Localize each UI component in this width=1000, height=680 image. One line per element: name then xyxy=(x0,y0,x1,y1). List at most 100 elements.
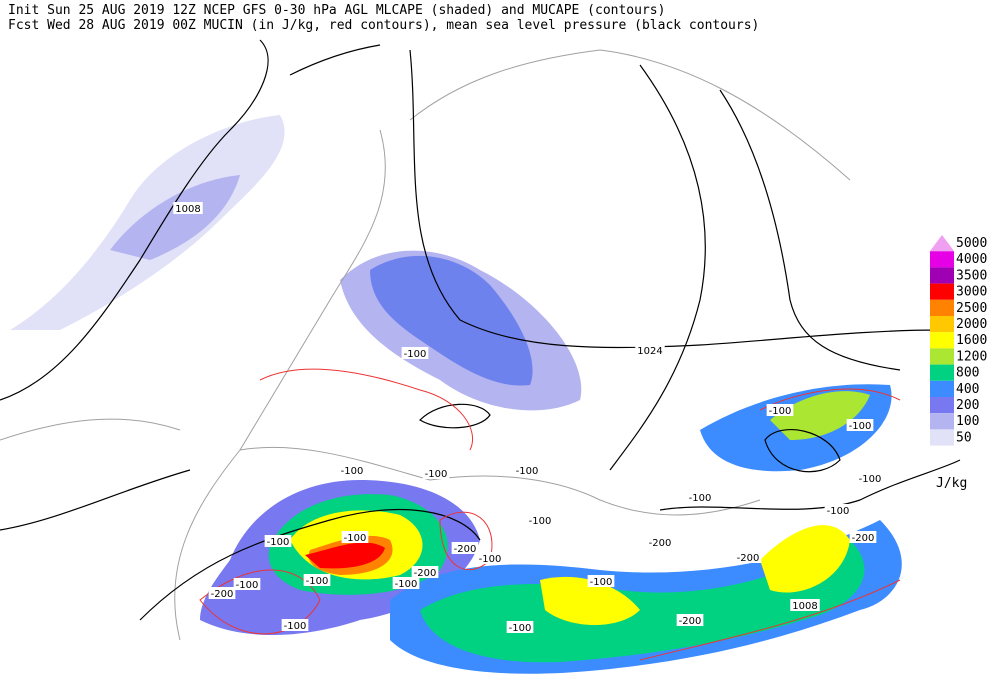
contour-label: -100 xyxy=(509,623,532,634)
contour-label-box xyxy=(526,514,554,526)
legend-label: 3000 xyxy=(956,285,987,300)
contour-label: -100 xyxy=(425,469,448,480)
contour-label-box xyxy=(208,587,236,599)
legend-label: 5000 xyxy=(956,236,987,251)
contour-label-box xyxy=(451,542,479,554)
contour-label: -100 xyxy=(827,506,850,517)
contour-label: -100 xyxy=(529,516,552,527)
contour-label-box xyxy=(281,619,309,631)
isobar xyxy=(609,64,706,471)
legend-label: 800 xyxy=(956,366,979,381)
legend-label: 50 xyxy=(956,430,972,445)
legend-swatch xyxy=(930,413,954,430)
header-line: Init Sun 25 AUG 2019 12Z NCEP GFS 0-30 h… xyxy=(8,3,665,18)
legend-unit: J/kg xyxy=(936,476,967,491)
legend-label: 2000 xyxy=(956,317,987,332)
contour-label-box xyxy=(341,531,369,543)
contour-label: -100 xyxy=(284,621,307,632)
contour-label: -200 xyxy=(852,533,875,544)
contour-label-box xyxy=(264,535,292,547)
cin-contour xyxy=(199,569,321,635)
isobar xyxy=(0,469,191,531)
cape-shade xyxy=(370,255,533,386)
legend-label: 2500 xyxy=(956,301,987,316)
cin-contour xyxy=(639,579,901,661)
legend-label: 3500 xyxy=(956,268,987,283)
contour-label-box xyxy=(824,504,852,516)
coastline xyxy=(0,418,181,441)
contour-label-box xyxy=(173,202,203,214)
contour-label: -100 xyxy=(341,466,364,477)
isobar xyxy=(139,508,481,621)
contour-label-box xyxy=(686,491,714,503)
cape-shade xyxy=(110,175,240,260)
contour-label-box xyxy=(506,621,534,633)
legend-swatch xyxy=(930,235,954,251)
contour-label-box xyxy=(646,536,674,548)
contour-label: -100 xyxy=(479,554,502,565)
contour-label-box xyxy=(849,531,877,543)
contour-label-box xyxy=(338,464,366,476)
isobar xyxy=(289,44,381,76)
isobar xyxy=(0,39,269,401)
legend-label: 200 xyxy=(956,398,979,413)
isobar xyxy=(764,429,841,473)
legend-swatch xyxy=(930,283,954,300)
legend-label: 4000 xyxy=(956,252,987,267)
legend-swatch xyxy=(930,429,954,446)
cape-shade xyxy=(760,525,850,593)
contour-label-box xyxy=(846,419,874,431)
contour-label-box xyxy=(411,566,439,578)
contour-label: -200 xyxy=(649,538,672,549)
contour-label: -100 xyxy=(689,493,712,504)
contour-labels: 1008 1024 1008 -100 -100 -100 -100 -100 -100 -100… xyxy=(173,202,884,634)
cin-contour xyxy=(759,388,901,411)
contour-label-box xyxy=(303,574,331,586)
contour-label-box xyxy=(476,552,504,564)
contour-label: -200 xyxy=(414,568,437,579)
contour-label: -100 xyxy=(769,406,792,417)
coastline xyxy=(239,446,761,516)
contour-label: -200 xyxy=(679,616,702,627)
legend-swatch xyxy=(930,267,954,284)
cape-shade xyxy=(305,542,385,569)
contour-label-box xyxy=(422,467,450,479)
isobar xyxy=(419,403,491,429)
coastline xyxy=(409,49,851,181)
contour-label-box xyxy=(513,464,541,476)
cape-shade xyxy=(770,391,870,440)
contour-label-box xyxy=(587,575,615,587)
legend-label: 400 xyxy=(956,382,979,397)
isobar xyxy=(719,89,901,371)
contour-label-box xyxy=(233,578,261,590)
legend-label: 1200 xyxy=(956,349,987,364)
contour-label: -100 xyxy=(859,474,882,485)
isobar xyxy=(659,459,961,511)
contour-label: -100 xyxy=(236,580,259,591)
legend-swatch xyxy=(930,251,954,268)
isobars xyxy=(0,39,961,621)
contour-label: 1008 xyxy=(792,601,817,612)
contour-label: -200 xyxy=(211,589,234,600)
cin-contour xyxy=(259,368,473,451)
contour-label-box xyxy=(790,599,820,611)
contour-label: -200 xyxy=(737,553,760,564)
shading xyxy=(10,115,902,674)
contour-label: -200 xyxy=(454,544,477,555)
header-line: Fcst Wed 28 AUG 2019 00Z MUCIN (in J/kg,… xyxy=(8,18,759,33)
contour-label-box xyxy=(734,551,762,563)
legend-label: 1600 xyxy=(956,333,987,348)
contour-label-box xyxy=(856,472,884,484)
contour-label: 1008 xyxy=(175,204,200,215)
legend-swatch xyxy=(930,316,954,333)
contour-label-box xyxy=(676,614,704,626)
contour-label: -100 xyxy=(516,466,539,477)
cape-shade xyxy=(540,576,640,625)
contour-label-box xyxy=(635,344,665,356)
coastline xyxy=(174,129,386,641)
legend-swatch xyxy=(930,364,954,381)
legend-swatch xyxy=(930,299,954,316)
isobar xyxy=(409,49,941,349)
